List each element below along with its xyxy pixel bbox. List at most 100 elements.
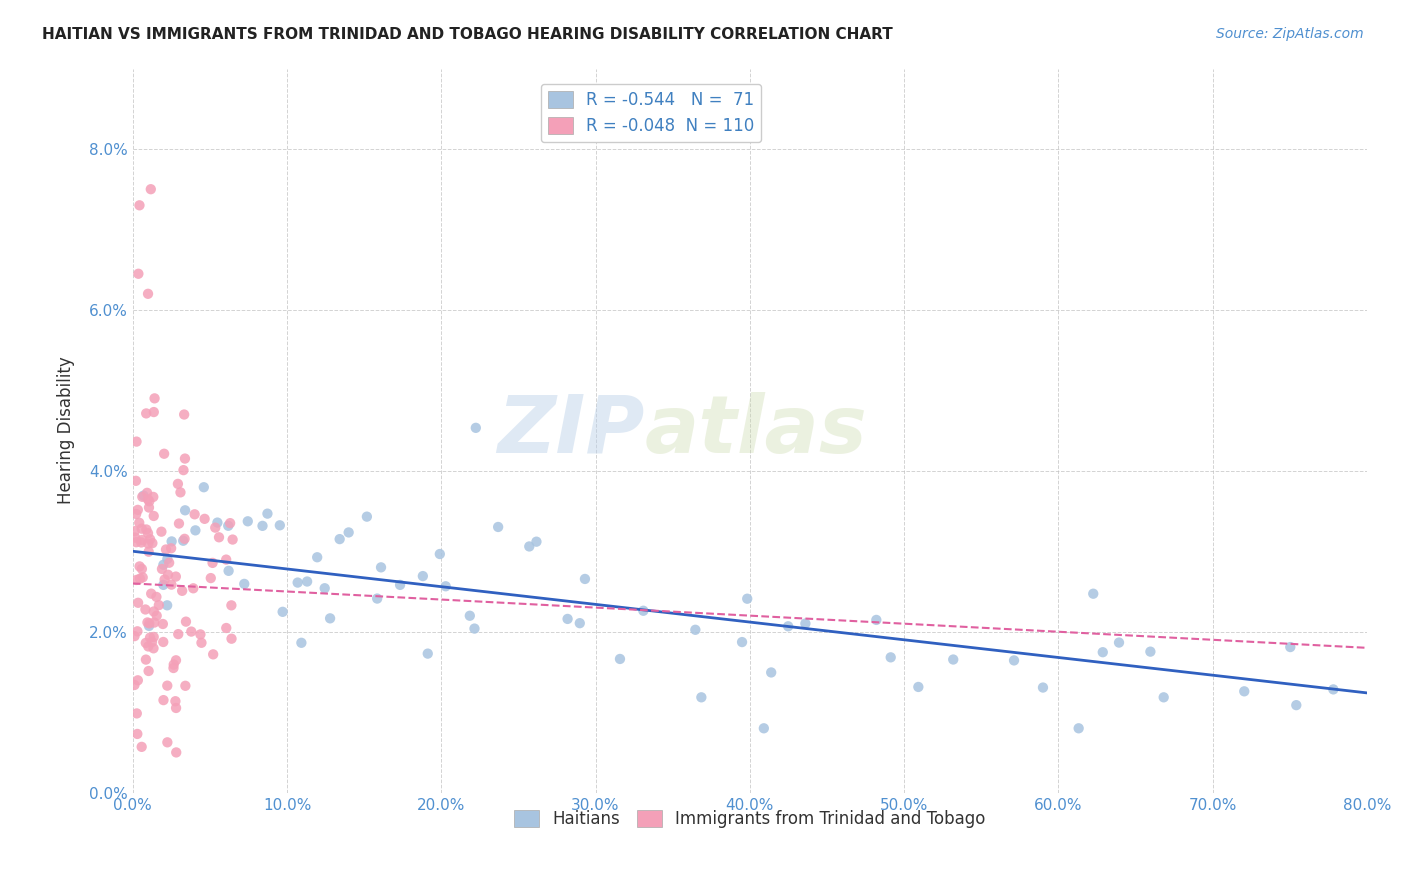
Point [319,611,342,625]
Point [416,647,439,661]
Point [1108,635,1130,649]
Point [731,635,754,649]
Point [157,556,180,570]
Point [157,567,180,582]
Point [194,512,217,526]
Point [127,596,149,610]
Point [173,532,195,546]
Point [141,536,163,550]
Point [464,421,486,435]
Point [125,507,148,521]
Point [1279,640,1302,654]
Point [207,516,229,530]
Point [778,619,800,633]
Point [142,405,165,419]
Point [156,735,179,749]
Point [165,569,187,583]
Point [557,612,579,626]
Point [526,534,548,549]
Point [160,541,183,556]
Y-axis label: Hearing Disability: Hearing Disability [58,357,75,505]
Text: HAITIAN VS IMMIGRANTS FROM TRINIDAD AND TOBAGO HEARING DISABILITY CORRELATION CH: HAITIAN VS IMMIGRANTS FROM TRINIDAD AND … [42,27,893,42]
Point [127,503,149,517]
Point [125,474,148,488]
Legend: Haitians, Immigrants from Trinidad and Tobago: Haitians, Immigrants from Trinidad and T… [508,804,993,835]
Point [271,605,294,619]
Point [252,519,274,533]
Point [141,635,163,649]
Point [128,516,150,530]
Point [136,640,159,654]
Point [574,572,596,586]
Point [131,522,153,536]
Point [142,508,165,523]
Point [139,182,162,196]
Point [143,392,166,406]
Point [124,678,146,692]
Point [233,577,256,591]
Point [152,635,174,649]
Point [169,485,191,500]
Point [1233,684,1256,698]
Point [129,572,152,586]
Point [124,524,146,538]
Point [152,578,174,592]
Point [138,616,160,631]
Point [136,526,159,541]
Point [153,573,176,587]
Point [219,516,242,530]
Point [1002,653,1025,667]
Point [1032,681,1054,695]
Point [127,624,149,639]
Point [217,518,239,533]
Point [215,552,238,566]
Point [221,632,243,646]
Point [1083,587,1105,601]
Point [633,604,655,618]
Point [128,198,150,212]
Point [142,490,165,504]
Point [135,523,157,537]
Point [236,514,259,528]
Point [290,636,312,650]
Point [165,653,187,667]
Point [880,650,903,665]
Point [125,573,148,587]
Text: Source: ZipAtlas.com: Source: ZipAtlas.com [1216,27,1364,41]
Point [167,476,190,491]
Point [136,615,159,630]
Point [183,508,205,522]
Point [136,286,159,301]
Point [141,587,163,601]
Text: ZIP: ZIP [498,392,645,469]
Point [165,694,187,708]
Point [218,564,240,578]
Point [135,636,157,650]
Point [190,636,212,650]
Point [136,492,159,507]
Point [517,540,540,554]
Point [167,516,190,531]
Point [287,575,309,590]
Point [173,408,195,422]
Point [1139,645,1161,659]
Point [135,652,157,666]
Point [221,533,243,547]
Point [172,463,194,477]
Point [609,652,631,666]
Point [152,617,174,632]
Point [181,582,204,596]
Point [132,489,155,503]
Point [152,558,174,572]
Point [156,552,179,566]
Point [568,616,591,631]
Point [174,451,197,466]
Point [165,746,187,760]
Point [174,679,197,693]
Point [162,661,184,675]
Point [172,583,194,598]
Point [1091,645,1114,659]
Point [184,524,207,538]
Point [124,531,146,545]
Point [131,739,153,754]
